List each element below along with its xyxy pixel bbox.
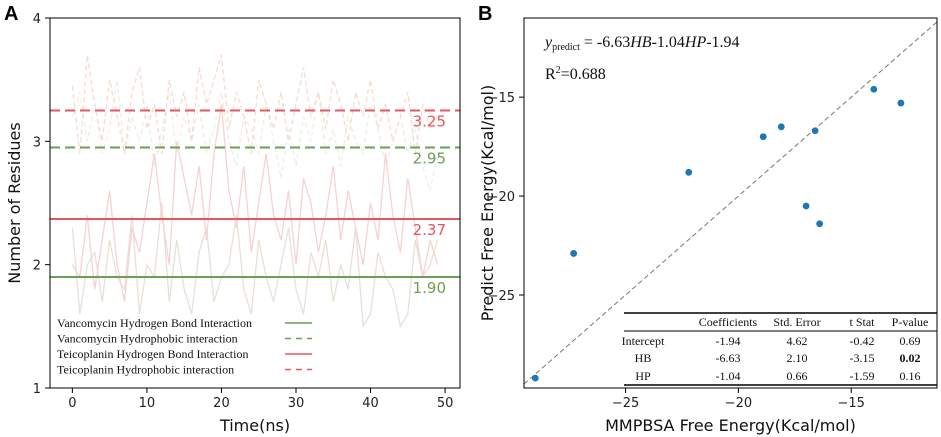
panel-letter-b: B <box>478 3 492 25</box>
table-header-cell: t Stat <box>849 315 875 329</box>
eq-lhs: y <box>543 34 553 51</box>
chart-a-x-tick-label: 50 <box>437 396 454 411</box>
eq-rhs-suffix: -1.94 <box>706 34 739 51</box>
chart-b-x-tick-label: −15 <box>838 396 865 411</box>
chart-b-point-10 <box>897 99 905 107</box>
table-cell: 0.16 <box>900 369 921 383</box>
chart-b-y-tick-label: −25 <box>488 289 515 304</box>
eq-rhs-prefix: = -6.63 <box>580 34 630 51</box>
chart-b-y-tick-label: −15 <box>488 91 515 106</box>
chart-b-point-5 <box>777 123 785 131</box>
chart-b-axes: −25 −20 −15 −25 −20 −15 <box>488 17 938 411</box>
chart-a-y-tick-label: 3 <box>33 135 41 150</box>
chart-a-series-layer <box>71 54 439 329</box>
chart-a-reference-label-4: 3.25 <box>413 113 446 131</box>
chart-a-legend-label-4: Teicoplanin Hydrophobic interaction <box>57 363 234 377</box>
table-cell: 0.02 <box>900 351 921 365</box>
chart-a-x-tick-label: 40 <box>362 396 379 411</box>
chart-a-legend-label-3: Teicoplanin Hydrogen Bond Interaction <box>57 347 248 361</box>
chart-a-reference-label-1: 1.90 <box>413 279 446 297</box>
regression-table: Coefficients Std. Error t Stat P-value Inter… <box>622 312 937 386</box>
chart-a-series-line-4 <box>71 54 439 154</box>
chart-a-y-tick-label: 4 <box>33 12 41 27</box>
table-header-cell: Coefficients <box>699 315 758 329</box>
chart-b-point-7 <box>816 220 824 228</box>
panel-letter-a: A <box>4 3 18 25</box>
chart-b-y-tick-label: −20 <box>488 190 515 205</box>
chart-a-reference-label-2: 2.95 <box>413 150 446 168</box>
table-cell: 2.10 <box>787 351 808 365</box>
table-cell: -6.63 <box>716 351 741 365</box>
table-header-cell: Std. Error <box>773 315 820 329</box>
chart-b-x-tick-label: −20 <box>725 396 752 411</box>
chart-a-y-tick-label: 2 <box>33 259 41 274</box>
chart-a-y-axis-label: Number of Residues <box>5 122 24 283</box>
table-cell: -1.59 <box>850 369 875 383</box>
chart-a-legend: Vancomycin Hydrogen Bond Interaction Vanc… <box>57 316 312 377</box>
chart-a-series-line-1 <box>71 202 439 329</box>
chart-a-x-tick-label: 20 <box>213 396 230 411</box>
table-cell: HB <box>635 351 652 365</box>
table-cell: -1.04 <box>716 369 741 383</box>
chart-a-legend-label-1: Vancomycin Hydrogen Bond Interaction <box>57 316 252 330</box>
chart-b-point-3 <box>685 168 693 176</box>
chart-b-point-8 <box>811 127 819 135</box>
chart-b-x-tick-label: −25 <box>612 396 639 411</box>
chart-a-reference-lines: 1.90 2.95 2.37 3.25 <box>50 109 460 297</box>
table-cell: 0.66 <box>787 369 808 383</box>
chart-b-point-2 <box>570 250 578 257</box>
chart-b-points <box>531 85 905 382</box>
chart-b-x-axis-label: MMPBSA Free Energy(Kcal/mol) <box>605 416 856 435</box>
chart-b-point-1 <box>531 374 539 382</box>
chart-b-y-axis-label: Predict Free Energy(Kcal/mol) <box>478 85 497 321</box>
chart-b-point-9 <box>870 85 878 93</box>
eq-lhs-sub: predict <box>552 42 580 53</box>
chart-a-reference-label-3: 2.37 <box>413 221 446 239</box>
chart-a: 1.90 2.95 2.37 3.25 0 10 20 30 40 50 1 2 3 4 Vancomy… <box>5 12 461 435</box>
eq-hb: HB <box>629 34 652 51</box>
chart-a-x-tick-label: 30 <box>288 396 305 411</box>
chart-a-legend-label-2: Vancomycin Hydrophobic interaction <box>57 332 238 346</box>
table-cell: -0.42 <box>850 334 875 348</box>
r2-value: =0.688 <box>561 66 606 83</box>
chart-a-x-tick-label: 10 <box>139 396 156 411</box>
chart-b-point-4 <box>759 133 767 141</box>
table-cell: Intercept <box>622 334 665 348</box>
chart-b-point-6 <box>802 202 810 210</box>
chart-a-x-tick-label: 0 <box>68 396 76 411</box>
r2-sup: 2 <box>556 65 561 76</box>
table-cell: 4.62 <box>787 334 808 348</box>
chart-a-frame <box>49 17 461 389</box>
chart-b-frame <box>523 17 938 389</box>
eq-hp: HP <box>684 34 707 51</box>
chart-b-diagonal-line <box>523 21 938 385</box>
r-squared: R2=0.688 <box>545 65 606 83</box>
chart-a-series-line-3 <box>71 104 439 302</box>
chart-a-y-tick-label: 1 <box>33 382 41 397</box>
r2-label: R <box>545 66 556 83</box>
chart-b-diagonal-layer <box>523 21 938 385</box>
regression-equation: ypredict = -6.63HB-1.04HP-1.94 <box>543 34 740 53</box>
eq-mid: -1.04 <box>652 34 685 51</box>
chart-a-axes: 0 10 20 30 40 50 1 2 3 4 <box>33 12 461 411</box>
table-cell: -1.94 <box>716 334 741 348</box>
table-header-cell: P-value <box>892 315 929 329</box>
table-cell: -3.15 <box>850 351 875 365</box>
chart-a-x-axis-label: Time(ns) <box>219 416 290 435</box>
table-cell: HP <box>635 369 651 383</box>
table-cell: 0.69 <box>900 334 921 348</box>
chart-b: −25 −20 −15 −25 −20 −15 MMPBSA Free Energy(Kc… <box>478 17 938 435</box>
